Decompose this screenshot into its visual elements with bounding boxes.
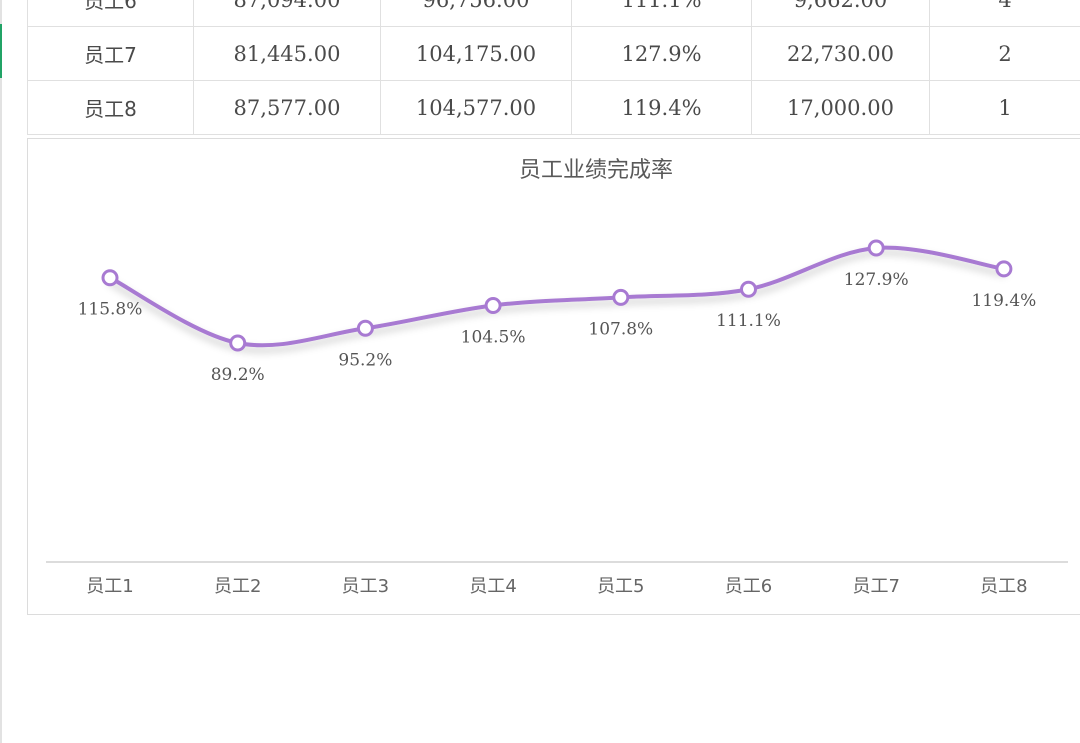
- data-label: 104.5%: [461, 327, 526, 347]
- cell-actual[interactable]: 96,756.00: [380, 0, 572, 27]
- selection-indicator: [0, 24, 2, 78]
- cell-rate[interactable]: 127.9%: [571, 26, 752, 81]
- data-label: 107.8%: [588, 319, 653, 339]
- cell-rank[interactable]: 2: [929, 26, 1080, 81]
- data-point[interactable]: [356, 319, 374, 337]
- cell-name[interactable]: 员工6: [27, 0, 194, 27]
- data-point[interactable]: [229, 334, 247, 352]
- x-tick-label: 员工8: [980, 576, 1027, 597]
- data-point[interactable]: [740, 280, 757, 298]
- x-tick-label: 员工1: [86, 576, 133, 597]
- cell-name[interactable]: 员工8: [27, 80, 194, 135]
- x-tick-label: 员工7: [852, 576, 899, 597]
- data-point[interactable]: [867, 239, 885, 257]
- data-point[interactable]: [101, 269, 119, 287]
- data-label: 127.9%: [844, 270, 909, 290]
- table-row: 员工6 87,094.00 96,756.00 111.1% 9,662.00 …: [27, 0, 1080, 27]
- cell-actual[interactable]: 104,577.00: [380, 80, 572, 135]
- cell-rank[interactable]: 1: [929, 80, 1080, 135]
- series-line[interactable]: [108, 245, 1006, 348]
- x-tick-label: 员工6: [725, 576, 772, 597]
- cell-rate[interactable]: 119.4%: [571, 80, 752, 135]
- x-tick-label: 员工5: [597, 576, 644, 597]
- table-row: 员工8 87,577.00 104,577.00 119.4% 17,000.0…: [27, 80, 1080, 135]
- cell-diff[interactable]: 22,730.00: [751, 26, 930, 81]
- cell-diff[interactable]: 17,000.00: [751, 80, 930, 135]
- window-left-border: [0, 0, 2, 743]
- table-row: 员工7 81,445.00 104,175.00 127.9% 22,730.0…: [27, 26, 1080, 81]
- data-label: 95.2%: [338, 350, 392, 370]
- cell-diff[interactable]: 9,662.00: [751, 0, 930, 27]
- x-tick-label: 员工3: [342, 576, 389, 597]
- data-label: 111.1%: [716, 311, 781, 331]
- cell-target[interactable]: 81,445.00: [193, 26, 381, 81]
- data-point[interactable]: [484, 296, 502, 314]
- cell-rank[interactable]: 4: [929, 0, 1080, 27]
- cell-name[interactable]: 员工7: [27, 26, 194, 81]
- spreadsheet-table: 员工6 87,094.00 96,756.00 111.1% 9,662.00 …: [27, 0, 1080, 135]
- cell-actual[interactable]: 104,175.00: [380, 26, 572, 81]
- cell-target[interactable]: 87,577.00: [193, 80, 381, 135]
- cell-rate[interactable]: 111.1%: [571, 0, 752, 27]
- line-chart[interactable]: 员工业绩完成率 115.8% 员工1 89.2% 员工2 95.2% 员工3 104.5% 员…: [27, 138, 1080, 615]
- data-point[interactable]: [612, 288, 630, 306]
- data-label: 115.8%: [78, 300, 143, 320]
- data-label: 89.2%: [211, 365, 265, 385]
- plot-area: 115.8% 员工1 89.2% 员工2 95.2% 员工3 104.5% 员工4 107.8%…: [78, 239, 1036, 597]
- cell-target[interactable]: 87,094.00: [193, 0, 381, 27]
- x-tick-label: 员工2: [214, 576, 261, 597]
- x-tick-label: 员工4: [469, 576, 516, 597]
- data-point[interactable]: [995, 260, 1013, 278]
- chart-title: 员工业绩完成率: [519, 158, 673, 183]
- data-label: 119.4%: [971, 291, 1036, 311]
